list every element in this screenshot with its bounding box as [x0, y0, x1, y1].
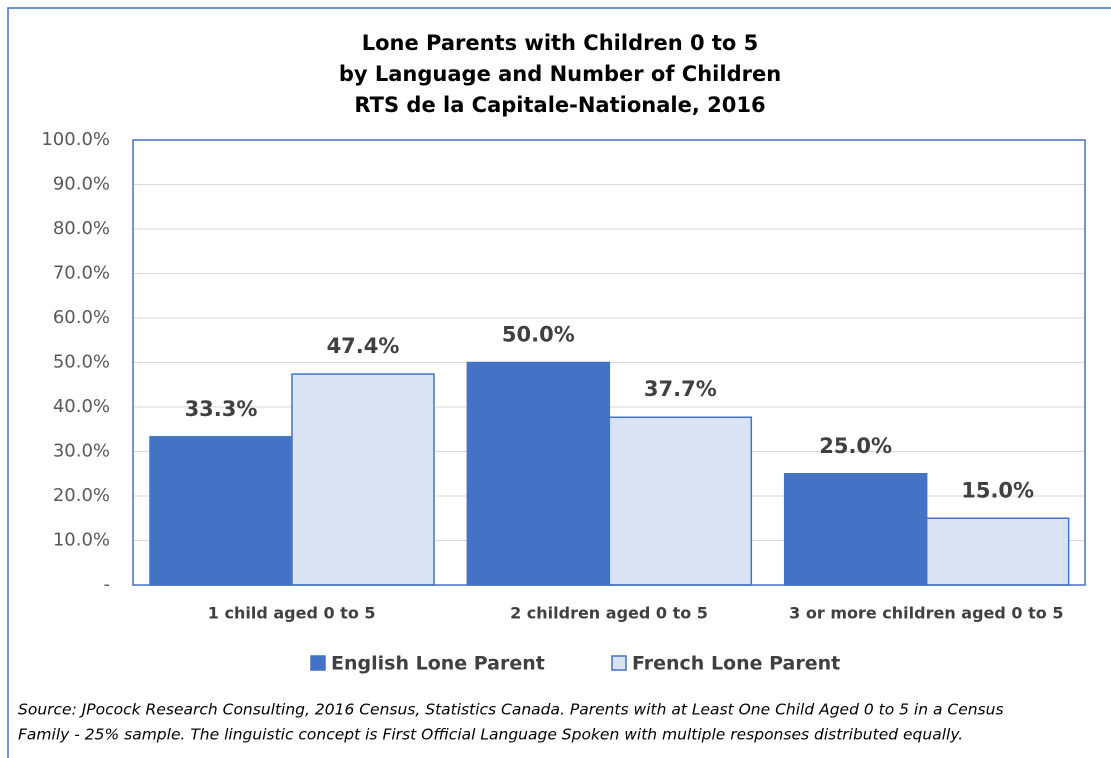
x-tick-label: 2 children aged 0 to 5	[510, 604, 708, 623]
y-tick-label: 100.0%	[41, 129, 110, 150]
y-tick-label: 90.0%	[53, 174, 110, 195]
data-label: 25.0%	[819, 434, 892, 458]
y-tick-label: 80.0%	[53, 218, 110, 239]
source-note: Source: JPocock Research Consulting, 201…	[18, 701, 1004, 719]
chart-title: RTS de la Capitale-Nationale, 2016	[354, 93, 765, 117]
legend-swatch	[310, 655, 326, 671]
x-tick-label: 3 or more children aged 0 to 5	[789, 604, 1063, 623]
source-note: Family - 25% sample. The linguistic conc…	[18, 726, 963, 744]
legend-swatch	[611, 655, 627, 671]
x-tick-label: 1 child aged 0 to 5	[208, 604, 376, 623]
plot-border	[132, 139, 1086, 586]
bar	[783, 473, 928, 586]
data-label: 47.4%	[327, 334, 400, 358]
y-tick-label: -	[104, 574, 111, 595]
data-label: 33.3%	[185, 397, 258, 421]
y-tick-label: 70.0%	[53, 263, 110, 284]
chart-title: Lone Parents with Children 0 to 5	[362, 31, 759, 55]
bar	[608, 416, 753, 586]
bar	[149, 436, 293, 586]
data-label: 15.0%	[961, 478, 1034, 502]
y-tick-label: 10.0%	[53, 530, 110, 551]
y-tick-label: 20.0%	[53, 485, 110, 506]
bar	[466, 361, 611, 586]
legend-label: English Lone Parent	[331, 653, 545, 675]
data-label: 50.0%	[502, 323, 575, 347]
y-tick-label: 30.0%	[53, 441, 110, 462]
y-tick-label: 60.0%	[53, 307, 110, 328]
data-label: 37.7%	[644, 377, 717, 401]
bar	[291, 373, 435, 586]
frame	[7, 7, 1111, 758]
chart-title: by Language and Number of Children	[339, 62, 781, 86]
bar	[925, 517, 1070, 586]
legend-label: French Lone Parent	[632, 653, 840, 675]
y-tick-label: 40.0%	[53, 396, 110, 417]
y-tick-label: 50.0%	[53, 352, 110, 373]
